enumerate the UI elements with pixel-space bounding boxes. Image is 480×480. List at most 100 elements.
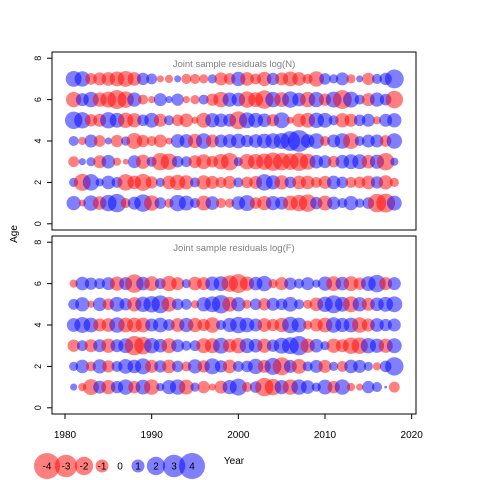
residual-bubble [112,157,122,166]
y-tick-label: 6 [33,97,43,102]
residual-bubble [308,91,325,108]
residual-bubble [78,136,87,146]
legend-bubble [95,459,109,473]
residual-bubble [66,195,81,211]
y-axis-label: Age [9,225,20,243]
residual-bubble [334,379,351,395]
residual-bubble [335,72,349,86]
residual-bubble [171,277,185,291]
residual-bubble [343,133,359,149]
y-tick-label: 8 [33,240,43,245]
legend-label: -4 [43,462,52,473]
residual-bubble [372,116,382,125]
residual-bubble [70,383,78,391]
x-tick-label: 1990 [141,430,164,441]
legend-bubble [131,459,145,473]
residual-bubble [143,379,160,395]
residual-bubble [346,74,356,84]
residual-bubble [232,360,244,372]
residual-bubble [268,279,278,289]
legend-bubble [162,454,186,478]
residual-bubble [376,152,395,171]
residual-bubble [127,113,142,128]
residual-bubble [214,72,228,86]
residual-bubble [87,300,95,308]
residual-bubble [308,71,325,87]
residual-bubble [222,359,237,374]
residual-bubble [378,175,393,190]
residual-bubble [102,360,115,373]
residual-bubble [174,75,182,83]
residual-bubble [180,156,192,168]
residual-bubble [199,74,209,84]
residual-bubble [371,382,383,393]
residual-bubble [363,361,373,371]
residual-bubble [345,176,357,188]
residual-bubble [300,380,315,394]
residual-bubble [84,134,98,148]
residual-bubble [137,94,149,105]
residual-bubble [68,135,79,147]
residual-bubble [187,317,203,333]
residual-bubble [302,361,313,372]
residual-bubble [372,362,382,371]
residual-bubble [362,72,375,86]
residual-bubble [293,299,305,310]
residual-bubble [101,175,116,190]
residual-bubble [110,134,124,148]
residual-bubble [75,359,90,374]
residual-bubble [95,178,104,187]
residual-bubble [233,177,244,188]
residual-bubble [356,383,364,391]
residual-bubble [371,73,383,84]
residual-bubble [318,155,332,169]
residual-bubble [189,73,201,84]
x-tick-label: 1980 [54,430,77,441]
residual-bubble [68,156,80,168]
residual-bubble [241,382,253,393]
residual-bubble [293,278,305,289]
size-legend: -4 -3 -2 -1 0 1 2 3 4 [34,453,205,479]
residual-bubble [291,358,307,374]
panel-title: Joint sample residuals log(N) [173,59,296,70]
panel-title: Joint sample residuals log(F) [173,243,294,254]
residual-bubble [266,297,280,311]
residual-bubble [389,177,399,187]
residual-bubble [354,135,365,147]
residual-bubble [327,196,341,210]
residual-bubble [326,175,341,190]
legend-bubble [146,456,166,476]
y-tick-label: 6 [33,281,43,286]
residual-bubble [329,74,339,84]
residual-bubble [344,113,358,127]
x-tick-label: 2000 [227,430,250,441]
residual-bubble [109,296,125,312]
residual-bubble [127,72,142,86]
residual-bubble [275,277,289,291]
residual-bubble [136,134,150,148]
residual-bubble [162,359,176,374]
residual-bubble [94,278,106,290]
residual-bubble [161,296,177,312]
residual-bubble [101,154,116,169]
residual-bubble [187,359,203,374]
residual-bubble [165,137,173,145]
residual-bubble [231,297,246,312]
residual-bubble [308,133,325,149]
residual-bubble [146,135,157,147]
residual-bubble [317,112,333,128]
residual-bubble [153,113,167,127]
residual-bubble [205,175,219,189]
residual-bubble [146,73,158,85]
residual-bubble [355,198,365,208]
residual-bubble [160,153,178,170]
residual-bubble [215,198,227,209]
residual-bubble [223,175,237,189]
residual-bubble [385,357,404,376]
legend-bubble [34,453,60,479]
residual-bubble [242,299,252,309]
residual-bubble [101,379,116,395]
residual-bubble [197,380,210,394]
residual-bubble [86,157,96,167]
